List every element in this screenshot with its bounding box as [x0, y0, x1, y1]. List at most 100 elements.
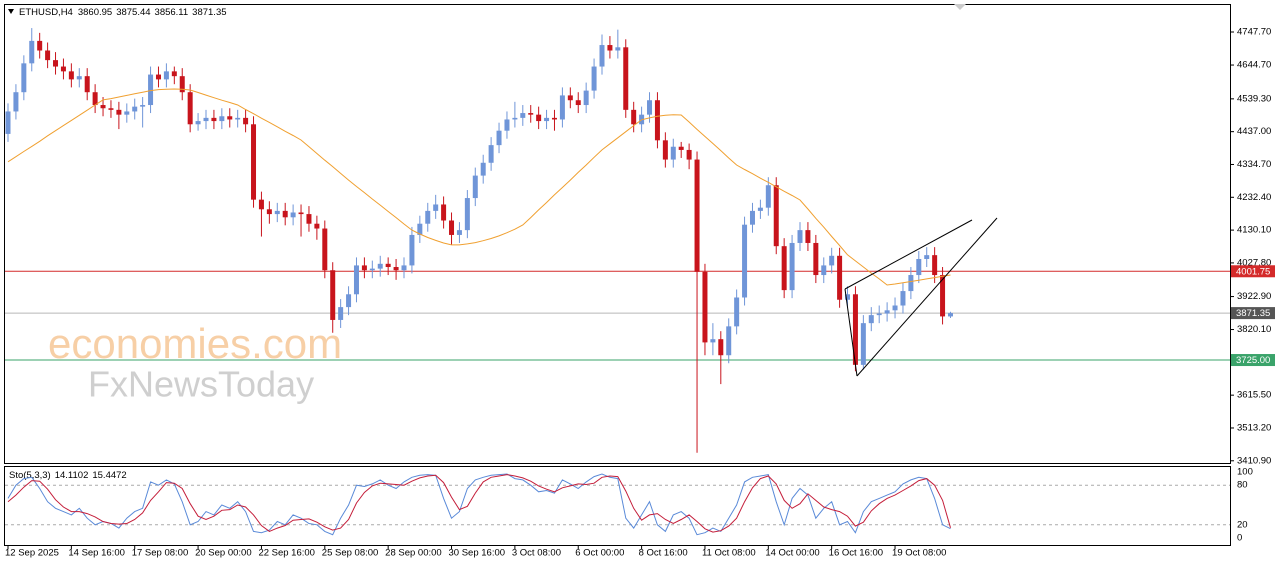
y-tick-label: 20 — [1237, 519, 1248, 530]
candle-body — [409, 234, 415, 266]
candle-body — [916, 259, 922, 276]
candle-body — [947, 313, 953, 317]
candle-body — [567, 95, 573, 101]
watermark: FxNewsToday — [88, 364, 314, 405]
candle-body — [5, 111, 11, 134]
indicator: Sto(5,3,3) — [9, 470, 51, 481]
level-label-box — [1231, 354, 1275, 367]
candle-body — [575, 100, 581, 106]
ohlc: 3875.44 — [116, 7, 150, 18]
candle-body — [654, 100, 660, 141]
candle-body — [599, 45, 605, 67]
candle-body — [932, 255, 938, 276]
candle-body — [290, 212, 296, 218]
x-tick-label: 28 Sep 00:00 — [385, 548, 442, 559]
stoch-line — [7, 473, 951, 536]
menu-arrow[interactable] — [8, 9, 14, 14]
watermark: economies.com — [48, 320, 342, 367]
candle-body — [258, 199, 264, 210]
candle-body — [472, 175, 478, 199]
candle-body — [520, 113, 526, 118]
candle-body — [742, 224, 748, 298]
ohlc: 3871.35 — [192, 7, 226, 18]
level-label: 4001.75 — [1236, 266, 1270, 277]
y-tick-label: 4644.70 — [1237, 60, 1271, 71]
candle-body — [140, 105, 146, 107]
candle-body — [860, 323, 866, 365]
candle-body — [377, 263, 383, 269]
candle-body — [219, 116, 225, 122]
candle-body — [829, 255, 835, 266]
candle-body — [765, 185, 771, 208]
stoch-line — [7, 474, 951, 533]
trendline — [844, 288, 858, 377]
candle-body — [124, 111, 130, 115]
symbol: ETHUSD,H4 — [19, 7, 73, 18]
candle-body — [702, 271, 708, 343]
candle-body — [361, 265, 367, 271]
candle-body — [662, 140, 668, 160]
candle-body — [235, 117, 241, 120]
candle-body — [441, 204, 447, 221]
candle-body — [837, 255, 843, 300]
candle-body — [821, 265, 827, 276]
y-tick-label: 4027.80 — [1237, 257, 1271, 268]
trendline — [844, 219, 973, 290]
stoch-d: 15.4472 — [92, 470, 126, 481]
candle-body — [187, 92, 193, 125]
candle-body — [195, 121, 201, 125]
candle-body — [211, 117, 217, 122]
candle-body — [464, 198, 470, 231]
candle-body — [274, 210, 280, 215]
candle-body — [100, 105, 106, 109]
candle-body — [480, 162, 486, 176]
candle-body — [900, 291, 906, 306]
candle-body — [623, 47, 629, 110]
candle-body — [734, 297, 740, 327]
candle-body — [615, 47, 621, 51]
candle-body — [504, 119, 510, 131]
candle-body — [203, 117, 209, 122]
ohlc: 3856.11 — [155, 7, 189, 18]
candle-body — [298, 212, 304, 215]
candle-body — [544, 117, 550, 122]
candle-body — [805, 230, 811, 243]
candle-body — [924, 255, 930, 259]
candle-body — [338, 307, 344, 320]
x-tick-label: 17 Sep 08:00 — [132, 548, 189, 559]
scroll-marker — [954, 4, 966, 10]
candle-body — [757, 207, 763, 211]
candle-body — [884, 310, 890, 314]
candle-body — [781, 246, 787, 291]
y-tick-label: 4539.30 — [1237, 93, 1271, 104]
candle-body — [940, 275, 946, 317]
y-tick-label: 4334.70 — [1237, 159, 1271, 170]
candle-body — [583, 90, 589, 106]
candle-body — [282, 210, 288, 218]
candle-body — [868, 315, 874, 324]
candle-body — [512, 117, 518, 120]
level-label-box — [1231, 265, 1275, 278]
candle-body — [353, 265, 359, 295]
x-tick-label: 19 Oct 08:00 — [892, 548, 946, 559]
candle-body — [845, 294, 851, 300]
candle-body — [266, 209, 272, 215]
candle-body — [108, 108, 114, 110]
candle-body — [813, 242, 819, 276]
candle-body — [314, 223, 320, 229]
candle-body — [243, 117, 249, 125]
candle-body — [433, 204, 439, 211]
candle-body — [163, 71, 169, 80]
candle-body — [53, 60, 59, 67]
candle-body — [116, 109, 122, 115]
candle-body — [13, 92, 19, 112]
stoch-panel — [4, 466, 1231, 546]
x-tick-label: 30 Sep 16:00 — [449, 548, 506, 559]
y-tick-label: 3615.50 — [1237, 390, 1271, 401]
candle-body — [385, 263, 391, 268]
candle-body — [528, 113, 534, 115]
candle-body — [559, 95, 565, 120]
y-tick-label: 4130.10 — [1237, 225, 1271, 236]
